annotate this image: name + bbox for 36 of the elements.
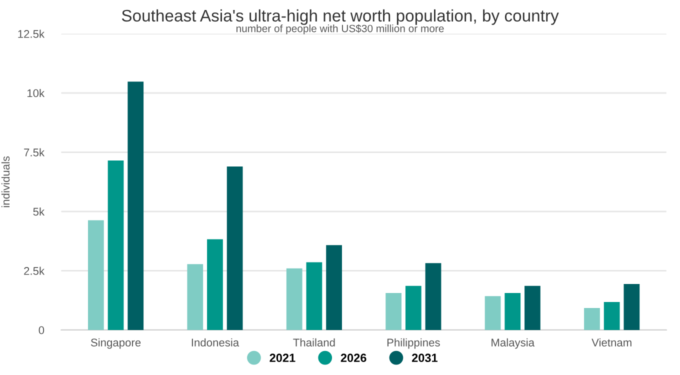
- bar: [306, 262, 322, 330]
- bar: [484, 296, 501, 330]
- x-tick-label: Indonesia: [192, 338, 240, 346]
- y-tick-label: 7.5k: [24, 148, 45, 156]
- bar: [187, 264, 204, 330]
- bar: [584, 308, 600, 330]
- bar: [386, 293, 402, 330]
- x-tick-label: Thailand: [293, 338, 335, 346]
- legend-label: 2021: [270, 354, 296, 362]
- legend-label: 2031: [412, 354, 438, 362]
- y-tick-label: 2.5k: [24, 266, 45, 275]
- x-tick-label: Vietnam: [592, 338, 632, 346]
- chart-subtitle: number of people with US$30 million or more: [236, 24, 444, 34]
- x-tick-label: Philippines: [387, 338, 440, 349]
- x-tick-label: Singapore: [90, 338, 141, 349]
- legend-label: 2026: [340, 354, 366, 362]
- y-axis-title: individuals: [1, 156, 10, 208]
- y-tick-label: 5k: [33, 207, 45, 216]
- bar: [524, 286, 540, 330]
- y-tick-label: 0: [38, 326, 44, 334]
- bar: [604, 302, 620, 330]
- y-tick-label: 10k: [27, 88, 45, 98]
- bar: [504, 293, 521, 330]
- bar: [88, 220, 104, 330]
- bar: [128, 82, 144, 330]
- x-tick-label: Malaysia: [492, 338, 535, 349]
- bar: [207, 239, 223, 330]
- bar: [326, 245, 342, 330]
- bar: [286, 268, 302, 330]
- bar: [425, 263, 442, 330]
- chart-title: Southeast Asia's ultra-high net worth population, by country: [122, 9, 559, 25]
- bar: [405, 286, 422, 330]
- bar: [226, 166, 243, 330]
- bar: [108, 160, 124, 330]
- bar: [624, 284, 640, 330]
- y-tick-label: 12.5k: [18, 30, 45, 38]
